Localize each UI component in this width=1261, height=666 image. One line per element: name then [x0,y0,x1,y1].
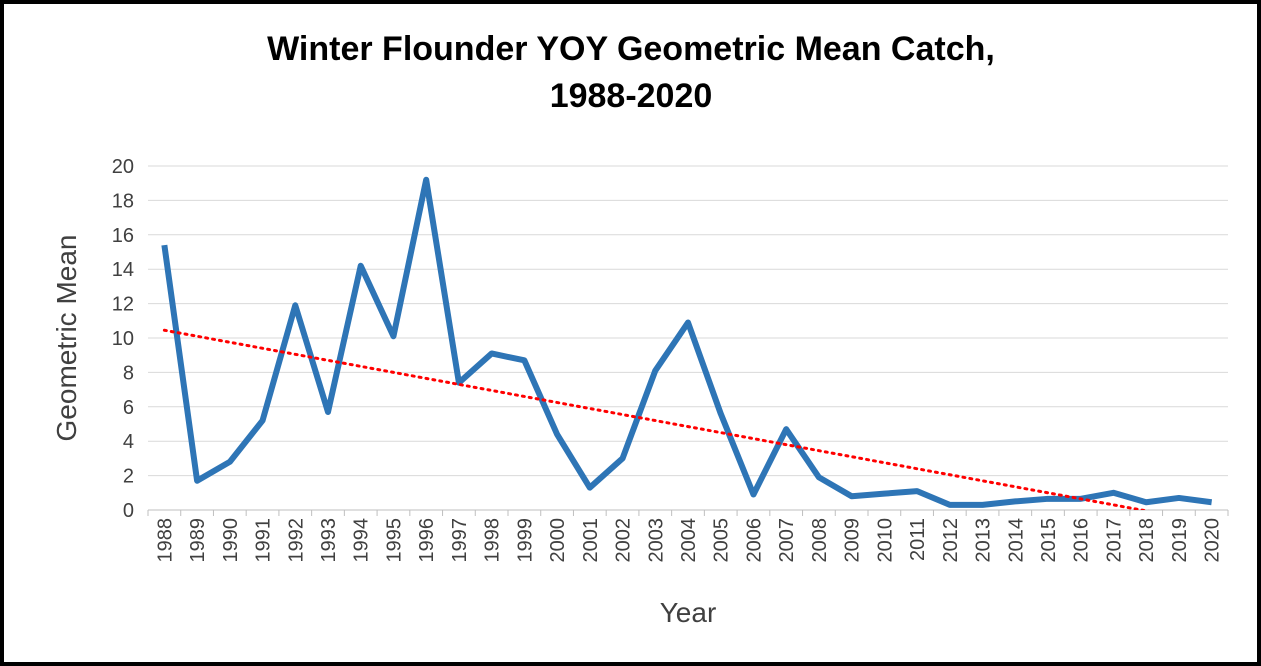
y-tick-label: 0 [123,500,134,522]
y-tick-label: 4 [123,431,134,453]
x-tick-label: 2019 [1169,518,1191,563]
chart-title: Winter Flounder YOY Geometric Mean Catch… [267,30,995,68]
y-tick-label: 16 [112,225,134,247]
y-tick-label: 6 [123,397,134,419]
x-tick-label: 1995 [383,518,405,563]
x-tick-label: 2011 [907,518,929,561]
y-tick-label: 12 [112,294,134,316]
x-tick-label: 2016 [1071,518,1093,563]
x-tick-label: 2012 [940,518,962,563]
x-tick-label: 2002 [613,518,635,563]
x-tick-label: 2000 [547,518,569,563]
x-tick-label: 2003 [645,518,667,563]
x-tick-label: 2004 [678,518,700,563]
x-tick-label: 1992 [285,518,307,563]
y-tick-label: 2 [123,466,134,488]
y-tick-label: 20 [112,156,134,178]
x-tick-label: 1988 [154,518,176,563]
x-tick-label: 2001 [580,518,602,563]
x-tick-label: 2020 [1202,518,1224,563]
x-tick-label: 1991 [253,518,275,563]
x-tick-label: 2009 [842,518,864,563]
x-tick-label: 2015 [1038,518,1060,563]
x-tick-label: 1999 [514,518,536,563]
y-tick-label: 14 [112,259,134,281]
x-tick-label: 1997 [449,518,471,563]
x-tick-label: 2017 [1103,518,1125,563]
y-tick-label: 10 [112,328,134,350]
x-tick-label: 1990 [220,518,242,563]
x-tick-label: 2013 [973,518,995,563]
trendline-group [162,328,1150,510]
chart-title: 1988-2020 [550,77,713,115]
y-tick-label: 18 [112,190,134,212]
x-tick-label: 1994 [351,518,373,563]
x-tick-label: 2018 [1136,518,1158,563]
y-tick-label: 8 [123,362,134,384]
x-tick-label: 1998 [482,518,504,563]
x-tick-label: 2010 [874,518,896,563]
x-tick-label: 1989 [187,518,209,563]
x-tick-label: 2008 [809,518,831,563]
y-axis-label: Geometric Mean [51,235,82,442]
x-tick-label: 1993 [318,518,340,563]
x-tick-label: 2005 [711,518,733,563]
x-tick-label: 2014 [1005,518,1027,563]
trendline [162,328,1150,510]
x-axis-label: Year [660,597,717,628]
x-tick-label: 1996 [416,518,438,563]
x-tick-label: 2007 [776,518,798,563]
x-tick-label: 2006 [743,518,765,563]
